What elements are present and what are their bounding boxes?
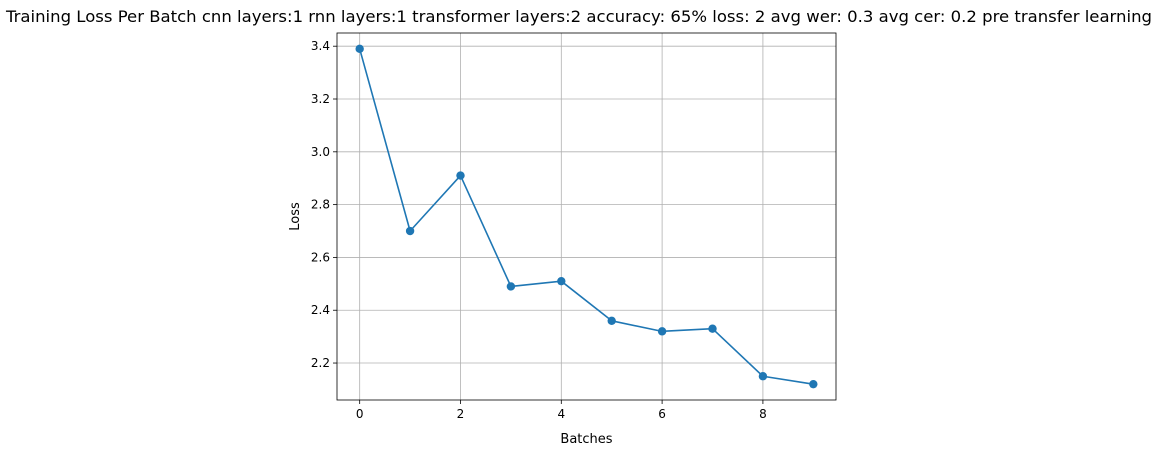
x-tick-label: 4 [557, 407, 565, 421]
data-point [607, 316, 616, 325]
x-tick-label: 6 [658, 407, 666, 421]
y-tick-label: 2.2 [311, 356, 330, 370]
y-axis-label: Loss [288, 202, 303, 231]
data-point [657, 327, 667, 336]
y-tick-label: 3.4 [311, 39, 330, 53]
data-point [355, 44, 364, 54]
x-tick-label: 0 [356, 407, 364, 421]
grid [337, 33, 836, 400]
data-point [557, 276, 566, 286]
data-point [405, 226, 415, 236]
series-group [355, 44, 818, 389]
data-point [708, 324, 717, 333]
plot-frame [336, 32, 837, 401]
chart-title: Training Loss Per Batch cnn layers:1 rnn… [5, 7, 1152, 26]
data-point [456, 171, 465, 180]
x-axis: 0 2 4 6 8 [356, 400, 767, 421]
y-tick-label: 2.8 [311, 198, 330, 212]
x-axis-label: Batches [560, 432, 612, 447]
series-line [358, 48, 814, 385]
y-tick-label: 3.2 [311, 92, 330, 106]
x-tick-label: 8 [759, 407, 767, 421]
y-axis: 2.2 2.4 2.6 2.8 3.0 3.2 3.4 [311, 39, 337, 370]
x-tick-label: 2 [457, 407, 465, 421]
data-point [506, 282, 516, 291]
y-tick-label: 2.6 [311, 250, 330, 264]
data-point [809, 379, 818, 389]
data-point [758, 372, 768, 381]
y-tick-label: 3.0 [311, 145, 330, 159]
y-tick-label: 2.4 [311, 303, 330, 317]
